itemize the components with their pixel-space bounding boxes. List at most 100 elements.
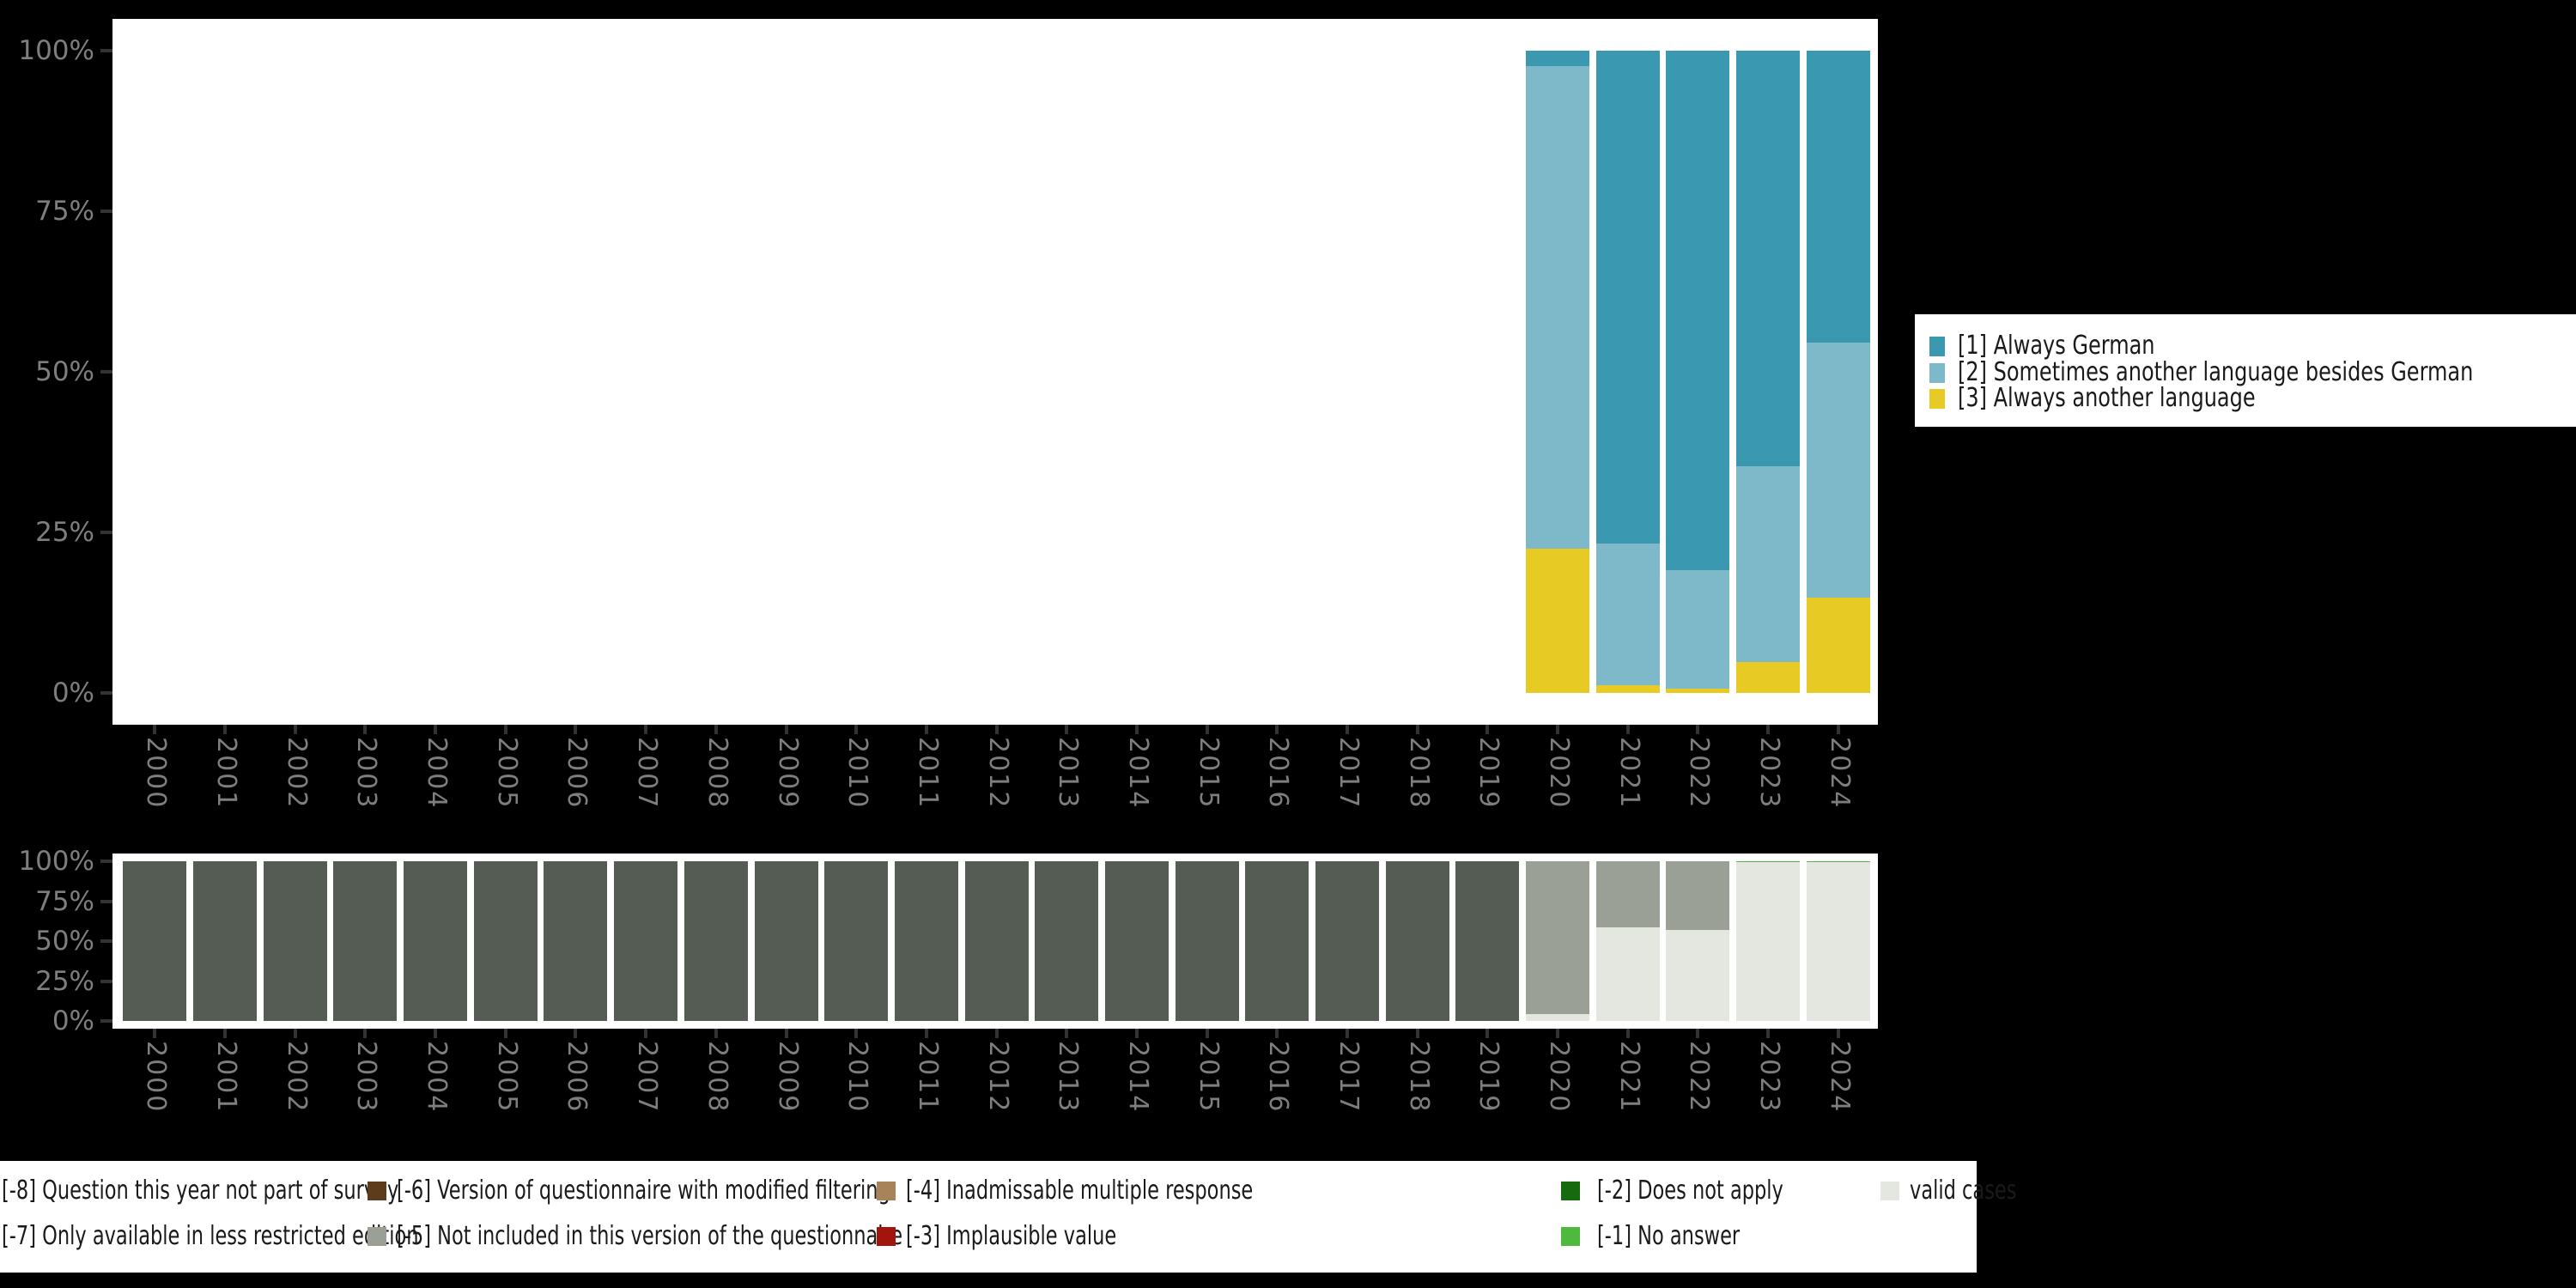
bar-segment-missing-2010 — [824, 861, 889, 1021]
x-axis-tick-main — [1134, 725, 1139, 734]
bar-segment-missing-2001 — [193, 861, 258, 1021]
bar-segment-missing-2002 — [263, 861, 327, 1021]
x-axis-tick-missing — [434, 1029, 438, 1038]
bar-segment-missing-2021 — [1595, 927, 1660, 1021]
x-axis-year-label-main: 2018 — [1403, 737, 1434, 810]
missing-legend-label: [-4] Inadmissable multiple response — [906, 1176, 1254, 1206]
missing-legend-key — [1880, 1182, 1899, 1200]
legend-key-3 — [1929, 389, 1945, 409]
x-axis-tick-missing — [363, 1029, 368, 1038]
y-axis-tick-main — [100, 49, 112, 52]
bar-segment-main-2022 — [1666, 570, 1730, 689]
bar-segment-missing-2018 — [1385, 861, 1449, 1021]
bar-segment-main-2020 — [1526, 548, 1589, 693]
x-axis-tick-main — [854, 725, 859, 734]
x-axis-tick-main — [924, 725, 928, 734]
x-axis-tick-missing — [1625, 1029, 1630, 1038]
x-axis-year-label-main: 2013 — [1053, 737, 1084, 810]
x-axis-tick-missing — [1696, 1029, 1700, 1038]
x-axis-year-label-main: 2019 — [1473, 737, 1504, 810]
y-axis-tick-main — [100, 691, 112, 695]
legend-label-3: [3] Always another language — [1958, 383, 2256, 413]
missing-legend-label: [-1] No answer — [1597, 1221, 1741, 1251]
bar-segment-main-2021 — [1595, 51, 1660, 544]
x-axis-year-label-missing: 2013 — [1053, 1041, 1084, 1114]
x-axis-year-label-missing: 2005 — [491, 1041, 522, 1114]
x-axis-year-label-main: 2016 — [1263, 737, 1294, 810]
bar-segment-missing-2005 — [473, 861, 538, 1021]
missing-legend-label: [-3] Implausible value — [906, 1221, 1117, 1251]
y-axis-tick-main — [100, 531, 112, 534]
x-axis-tick-missing — [503, 1029, 507, 1038]
x-axis-year-label-main: 2011 — [912, 737, 943, 810]
x-axis-year-label-missing: 2024 — [1824, 1041, 1855, 1114]
x-axis-tick-main — [223, 725, 228, 734]
bar-segment-missing-2019 — [1455, 861, 1520, 1021]
x-axis-tick-main — [293, 725, 297, 734]
x-axis-year-label-main: 2000 — [141, 737, 172, 810]
x-axis-year-label-missing: 2006 — [562, 1041, 592, 1114]
x-axis-year-label-main: 2015 — [1193, 737, 1224, 810]
x-axis-tick-missing — [644, 1029, 648, 1038]
y-axis-tick-main — [100, 370, 112, 374]
bar-segment-missing-2012 — [964, 861, 1029, 1021]
x-axis-tick-main — [153, 725, 157, 734]
x-axis-tick-missing — [574, 1029, 578, 1038]
x-axis-tick-main — [434, 725, 438, 734]
main-chart-legend — [1915, 314, 2576, 427]
x-axis-year-label-main: 2001 — [211, 737, 242, 810]
bar-segment-main-2020 — [1526, 65, 1589, 549]
x-axis-tick-missing — [1275, 1029, 1279, 1038]
x-axis-tick-missing — [1065, 1029, 1069, 1038]
x-axis-year-label-missing: 2001 — [211, 1041, 242, 1114]
y-axis-tick-missing — [100, 899, 112, 903]
bar-segment-missing-2004 — [404, 861, 468, 1021]
x-axis-tick-missing — [1485, 1029, 1490, 1038]
x-axis-year-label-main: 2010 — [842, 737, 873, 810]
x-axis-year-label-main: 2023 — [1754, 737, 1785, 810]
y-axis-tick-label-main: 100% — [18, 35, 94, 66]
y-axis-tick-main — [100, 210, 112, 213]
y-axis-tick-label-main: 50% — [35, 356, 94, 387]
bar-segment-missing-2000 — [123, 861, 187, 1021]
x-axis-tick-missing — [784, 1029, 788, 1038]
x-axis-year-label-main: 2017 — [1333, 737, 1364, 810]
x-axis-year-label-main: 2012 — [982, 737, 1013, 810]
bar-segment-main-2021 — [1595, 543, 1660, 685]
x-axis-year-label-missing: 2009 — [772, 1041, 803, 1114]
x-axis-year-label-missing: 2002 — [281, 1041, 312, 1114]
x-axis-year-label-missing: 2017 — [1333, 1041, 1364, 1114]
x-axis-year-label-main: 2008 — [702, 737, 732, 810]
bar-segment-missing-2021 — [1595, 861, 1660, 928]
x-axis-year-label-missing: 2022 — [1684, 1041, 1715, 1114]
y-axis-tick-missing — [100, 860, 112, 863]
y-axis-tick-missing — [100, 1019, 112, 1023]
x-axis-tick-main — [503, 725, 507, 734]
x-axis-tick-missing — [293, 1029, 297, 1038]
missing-legend-label: [-5] Not included in this version of the… — [397, 1221, 903, 1251]
legend-key-2 — [1929, 362, 1945, 383]
x-axis-year-label-missing: 2010 — [842, 1041, 873, 1114]
bar-segment-missing-2011 — [894, 861, 958, 1021]
x-axis-year-label-missing: 2016 — [1263, 1041, 1294, 1114]
missing-legend-key — [368, 1182, 386, 1200]
x-axis-year-label-missing: 2012 — [982, 1041, 1013, 1114]
x-axis-tick-missing — [223, 1029, 228, 1038]
x-axis-tick-main — [363, 725, 368, 734]
x-axis-tick-main — [714, 725, 718, 734]
bar-segment-missing-2023 — [1736, 861, 1801, 863]
x-axis-tick-main — [1415, 725, 1419, 734]
missing-legend-key — [877, 1227, 896, 1246]
y-axis-tick-label-missing: 100% — [18, 846, 94, 877]
missing-values-legend — [0, 1161, 1977, 1273]
x-axis-tick-missing — [1766, 1029, 1771, 1038]
x-axis-tick-missing — [854, 1029, 859, 1038]
bar-segment-missing-2023 — [1736, 862, 1801, 1021]
x-axis-tick-main — [994, 725, 999, 734]
y-axis-tick-label-main: 25% — [35, 517, 94, 548]
x-axis-year-label-missing: 2023 — [1754, 1041, 1785, 1114]
x-axis-year-label-main: 2009 — [772, 737, 803, 810]
bar-segment-missing-2022 — [1666, 861, 1730, 930]
x-axis-tick-main — [1556, 725, 1559, 734]
